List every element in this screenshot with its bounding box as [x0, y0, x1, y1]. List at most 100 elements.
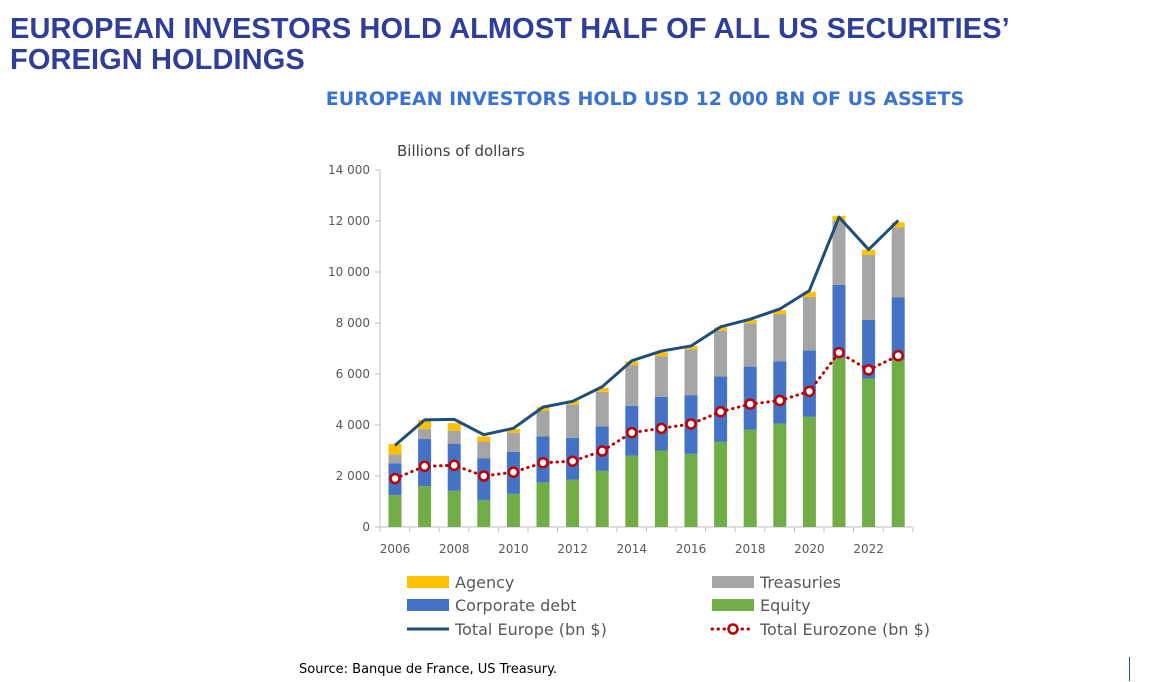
- legend-swatch-corporate-debt: [407, 599, 449, 611]
- legend-label-treasuries: Treasuries: [759, 573, 841, 592]
- bar-treasuries-2020: [802, 296, 816, 351]
- bar-treasuries-2017: [714, 330, 728, 377]
- bar-treasuries-2013: [595, 391, 609, 427]
- point-total-eurozone-2018: [744, 398, 756, 410]
- line-total-europe: [394, 215, 900, 447]
- x-tick-label: 2008: [439, 542, 470, 556]
- point-total-eurozone-2015: [655, 422, 668, 435]
- x-tick-label: 2022: [853, 542, 884, 556]
- legend-label-corporate-debt: Corporate debt: [455, 596, 577, 615]
- bar-treasuries-2016: [684, 349, 698, 396]
- legend-swatch-equity: [712, 599, 754, 611]
- x-tick-label: 2006: [380, 542, 411, 556]
- chart-title: EUROPEAN INVESTORS HOLD USD 12 000 BN OF…: [325, 88, 965, 110]
- bar-agency-2015: [654, 352, 668, 357]
- bar-equity-2016: [684, 453, 698, 527]
- bar-corporate-debt-2020: [802, 350, 816, 417]
- bar-agency-2011: [536, 407, 550, 411]
- point-total-eurozone-2016: [685, 418, 697, 430]
- bar-agency-2008: [447, 423, 461, 431]
- y-axis-label: Billions of dollars: [397, 142, 525, 160]
- bar-equity-2022: [862, 378, 876, 527]
- legend-swatch-treasuries: [712, 576, 754, 588]
- bar-treasuries-2010: [506, 432, 520, 452]
- y-tick-label: 4 000: [336, 418, 370, 432]
- bar-treasuries-2008: [447, 430, 461, 444]
- bar-equity-2019: [773, 423, 787, 527]
- point-total-eurozone-2009: [478, 470, 490, 482]
- legend-marker-total-eurozone-bn: [727, 623, 739, 635]
- bar-equity-2021: [832, 358, 846, 527]
- point-total-eurozone-2014: [626, 426, 638, 439]
- headline: EUROPEAN INVESTORS HOLD ALMOST HALF OF A…: [10, 13, 1009, 76]
- bar-treasuries-2011: [536, 410, 550, 437]
- x-tick-label: 2016: [676, 542, 707, 556]
- bar-equity-2018: [743, 429, 757, 527]
- bar-treasuries-2009: [477, 441, 491, 459]
- point-total-eurozone-2019: [774, 394, 786, 407]
- point-total-eurozone-2023: [892, 349, 904, 362]
- x-tick-label: 2014: [617, 542, 648, 556]
- bar-treasuries-2019: [773, 314, 787, 362]
- point-total-eurozone-2011: [537, 456, 549, 469]
- legend: Agency Treasuries Corporate debt Equity Tota…: [407, 573, 930, 639]
- bar-corporate-debt-2018: [743, 366, 757, 430]
- bar-agency-2023: [891, 222, 905, 228]
- line-total-eurozone: [393, 350, 900, 481]
- point-total-eurozone-2021: [833, 346, 845, 359]
- point-total-eurozone-2008: [448, 459, 460, 472]
- legend-label-agency: Agency: [455, 573, 514, 592]
- x-tick-label: 2012: [557, 542, 588, 556]
- bar-equity-2017: [714, 441, 728, 527]
- bar-corporate-debt-2022: [862, 319, 876, 379]
- y-tick-label: 12 000: [328, 214, 370, 228]
- point-total-eurozone-2017: [714, 405, 727, 418]
- bar-equity-2008: [447, 490, 461, 527]
- bar-agency-2020: [802, 291, 816, 297]
- bar-corporate-debt-2021: [832, 284, 846, 359]
- legend-label-total-europe-bn: Total Europe (bn $): [454, 620, 607, 639]
- y-tick-label: 14 000: [328, 163, 370, 177]
- bar-agency-2022: [862, 249, 876, 255]
- bar-agency-2014: [625, 361, 639, 366]
- y-tick-label: 0: [362, 520, 370, 534]
- point-total-eurozone-2010: [507, 466, 520, 478]
- bar-agency-2017: [714, 327, 728, 331]
- bar-agency-2010: [506, 428, 520, 433]
- bar-equity-2014: [625, 455, 639, 527]
- bar-equity-2011: [536, 482, 550, 527]
- bar-treasuries-2006: [388, 454, 402, 464]
- bar-agency-2013: [595, 388, 609, 392]
- y-tick-label: 6 000: [336, 367, 370, 381]
- bar-equity-2006: [388, 495, 402, 527]
- legend-label-total-eurozone-bn: Total Eurozone (bn $): [759, 620, 930, 639]
- x-tick-label: 2020: [794, 542, 825, 556]
- point-total-eurozone-2013: [596, 445, 608, 457]
- point-total-eurozone-2022: [862, 364, 875, 376]
- bar-agency-2006: [388, 444, 402, 455]
- point-total-eurozone-2006: [389, 472, 401, 485]
- point-total-eurozone-2012: [566, 455, 579, 467]
- bar-equity-2012: [566, 479, 580, 527]
- bar-layer: [388, 215, 905, 527]
- bar-treasuries-2021: [832, 221, 846, 285]
- bar-treasuries-2007: [418, 428, 432, 440]
- corner-rule: [1129, 657, 1130, 681]
- bar-treasuries-2022: [862, 254, 876, 320]
- bar-equity-2010: [506, 493, 520, 527]
- bar-equity-2015: [654, 450, 668, 527]
- bar-equity-2020: [802, 416, 816, 527]
- point-total-eurozone-2007: [418, 460, 431, 473]
- bar-agency-2019: [773, 310, 787, 315]
- x-tick-label: 2018: [735, 542, 766, 556]
- bar-agency-2018: [743, 319, 757, 324]
- bar-agency-2007: [418, 419, 432, 429]
- bar-agency-2009: [477, 436, 491, 442]
- y-tick-label: 10 000: [328, 265, 370, 279]
- bar-corporate-debt-2023: [891, 297, 905, 360]
- x-tick-label: 2010: [498, 542, 529, 556]
- bar-equity-2023: [891, 359, 905, 527]
- bar-corporate-debt-2019: [773, 361, 787, 424]
- y-axis: 0 2 000 4 000 6 000 8 000 10 000 12 000 14 000: [328, 163, 381, 534]
